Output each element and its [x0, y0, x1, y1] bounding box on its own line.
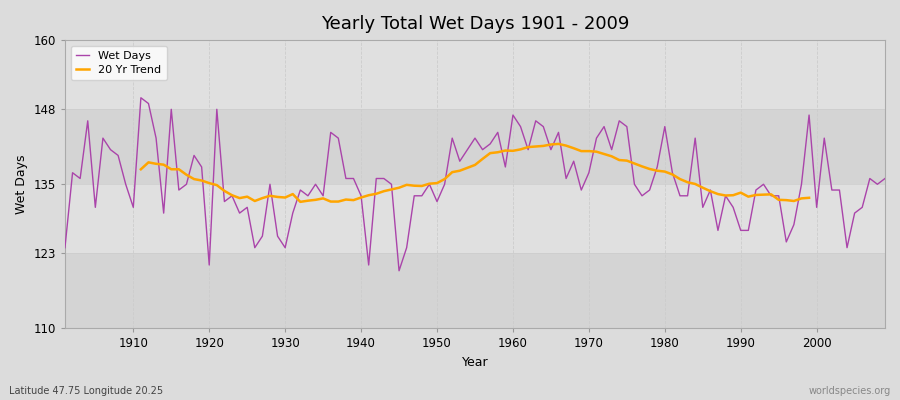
- Wet Days: [393, 268, 404, 273]
- Wet Days: [136, 95, 147, 100]
- 20 Yr Trend: [136, 167, 147, 172]
- Wet Days: [340, 176, 351, 181]
- Wet Days: [614, 118, 625, 123]
- Legend: Wet Days, 20 Yr Trend: Wet Days, 20 Yr Trend: [70, 46, 167, 80]
- 20 Yr Trend: [219, 188, 230, 193]
- 20 Yr Trend: [295, 200, 306, 204]
- Bar: [65, 184, 885, 254]
- Text: worldspecies.org: worldspecies.org: [809, 386, 891, 396]
- Wet Days: [295, 188, 306, 192]
- 20 Yr Trend: [203, 181, 214, 186]
- Title: Yearly Total Wet Days 1901 - 2009: Yearly Total Wet Days 1901 - 2009: [320, 15, 629, 33]
- Wet Days: [879, 176, 890, 181]
- 20 Yr Trend: [804, 196, 814, 200]
- Bar: [65, 109, 885, 184]
- Y-axis label: Wet Days: Wet Days: [15, 154, 28, 214]
- 20 Yr Trend: [272, 194, 283, 199]
- 20 Yr Trend: [554, 142, 564, 146]
- X-axis label: Year: Year: [462, 356, 489, 369]
- 20 Yr Trend: [485, 151, 496, 156]
- Wet Days: [121, 182, 131, 187]
- Wet Days: [59, 245, 70, 250]
- Line: 20 Yr Trend: 20 Yr Trend: [141, 144, 809, 202]
- Wet Days: [523, 147, 534, 152]
- Bar: [65, 254, 885, 328]
- Text: Latitude 47.75 Longitude 20.25: Latitude 47.75 Longitude 20.25: [9, 386, 163, 396]
- Line: Wet Days: Wet Days: [65, 98, 885, 271]
- 20 Yr Trend: [742, 194, 753, 199]
- Bar: [65, 40, 885, 109]
- 20 Yr Trend: [401, 182, 412, 187]
- Wet Days: [515, 124, 526, 129]
